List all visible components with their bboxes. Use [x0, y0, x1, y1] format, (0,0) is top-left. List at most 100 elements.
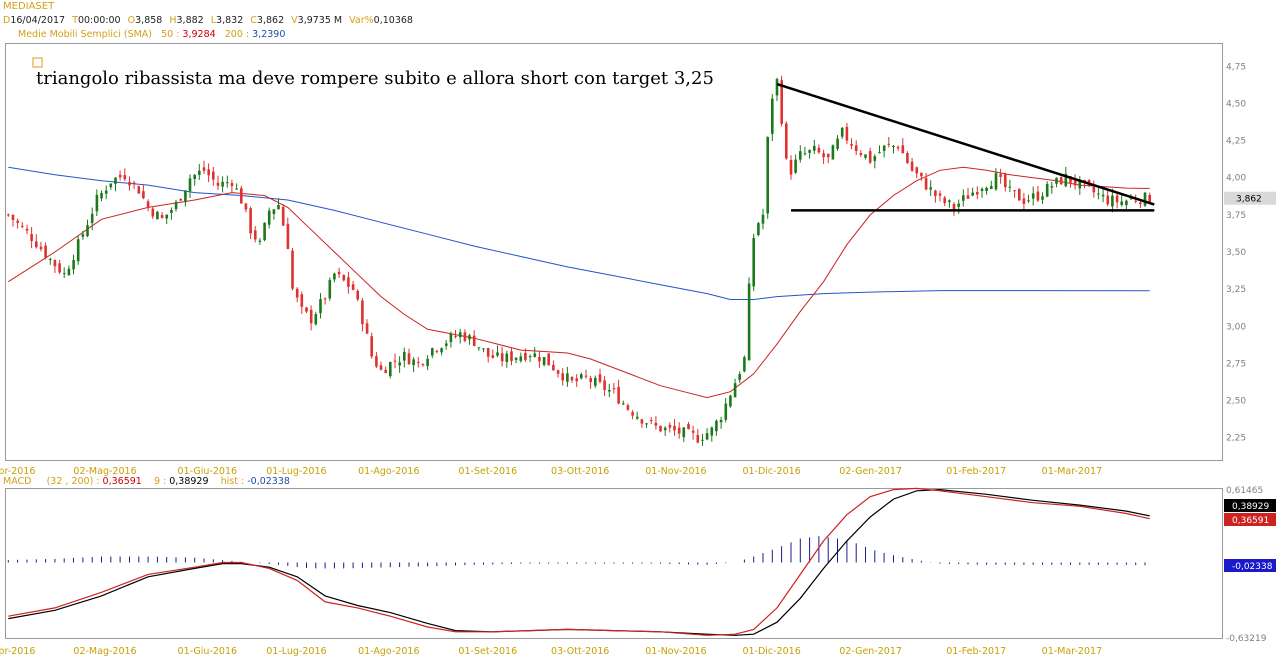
candle-body	[1022, 198, 1026, 204]
price-axis: 2,25 2,50 2,75 3,00 3,25 3,50 3,75 4,00 4,25 4,50…	[1226, 62, 1246, 443]
macd-badge-label: 0,36591	[1232, 516, 1269, 526]
candle-body	[347, 277, 350, 287]
candle-body	[426, 358, 429, 367]
candle-body	[188, 178, 192, 192]
candle-body	[142, 191, 145, 199]
candle-body	[496, 352, 499, 356]
ohlc-value: 3,9735 M	[297, 15, 343, 26]
symbol-title: MEDIASET	[3, 1, 55, 12]
candle-body	[342, 275, 346, 281]
price-tick-label: 3,00	[1226, 322, 1246, 332]
price-pane: triangolo ribassista ma deve rompere sub…	[5, 43, 1276, 461]
candle-body	[202, 167, 206, 171]
candle-body	[258, 240, 262, 242]
candle-body	[752, 238, 755, 287]
candle-body	[403, 351, 406, 361]
candle-body	[333, 273, 336, 280]
date-tick-label: 03-Ott-2016	[551, 646, 609, 657]
candle-body	[351, 284, 355, 290]
macd-badges: 0,38929 0,36591 -0,02338	[1224, 499, 1276, 572]
candle-body	[1004, 174, 1007, 188]
candle-body	[1129, 198, 1133, 200]
candle-body	[118, 174, 122, 178]
trendlines-layer	[776, 82, 1155, 212]
ohlc-value: 3,882	[176, 15, 204, 26]
candle-body	[412, 359, 415, 366]
date-tick-label: 01-Feb-2017	[946, 646, 1006, 657]
candle-body	[980, 188, 984, 191]
macd-pane: 0,61465 -0,63219 0,38929 0,36591 -0,02338	[5, 486, 1276, 644]
candle-body	[836, 138, 839, 149]
price-tick-label: 2,75	[1226, 359, 1246, 369]
candle-body	[174, 201, 178, 209]
candle-body	[1106, 195, 1110, 205]
candle-body	[962, 195, 965, 201]
date-tick-label: 01-Ago-2016	[358, 466, 419, 477]
candle-body	[584, 375, 588, 377]
candle-body	[580, 374, 583, 379]
date-tick-label: 01-Mar-2017	[1042, 646, 1102, 657]
candle-body	[868, 151, 872, 163]
candle-body	[873, 156, 877, 161]
candle-body	[286, 223, 290, 249]
candle-body	[76, 239, 80, 262]
candle-body	[859, 153, 863, 156]
candle-body	[705, 433, 709, 440]
candle-body	[319, 299, 322, 314]
candle-body	[463, 332, 467, 341]
candle-body	[356, 290, 359, 300]
candle-body	[929, 187, 932, 190]
candle-body	[519, 356, 523, 361]
candle-body	[431, 348, 434, 356]
candle-body	[915, 167, 919, 174]
date-tick-label: 01-Apr-2016	[0, 646, 35, 657]
price-tick-label: 2,25	[1226, 434, 1246, 444]
candle-body	[687, 424, 690, 430]
candle-body	[934, 190, 937, 196]
candle-body	[1041, 196, 1044, 200]
price-pane-border	[5, 43, 1223, 461]
candle-body	[631, 412, 634, 416]
ohlc-key: H	[169, 15, 177, 26]
candle-body	[733, 383, 737, 398]
candle-body	[747, 283, 751, 361]
candle-body	[170, 210, 173, 213]
candle-body	[976, 192, 979, 195]
macd-badge-box	[1224, 559, 1276, 572]
candle-body	[799, 151, 802, 160]
date-tick-label: 01-Apr-2016	[0, 466, 35, 477]
candle-body	[901, 145, 905, 154]
candle-body	[1059, 177, 1063, 185]
candle-body	[1078, 179, 1082, 189]
candle-body	[230, 183, 234, 186]
sma200-value: 3,2390	[252, 29, 286, 40]
candle-body	[393, 360, 397, 362]
macd-value: 0,36591	[102, 476, 142, 487]
candle-body	[361, 300, 364, 325]
candle-body	[16, 220, 19, 223]
candle-body	[943, 197, 946, 203]
date-tick-label: 01-Dic-2016	[742, 646, 800, 657]
candle-body	[1008, 186, 1012, 188]
ohlc-key: T	[72, 15, 78, 26]
ohlc-key: O	[127, 15, 136, 26]
candle-body	[151, 208, 155, 217]
candle-body	[1013, 190, 1016, 192]
candle-body	[785, 123, 788, 159]
date-tick-label: 01-Lug-2016	[266, 466, 326, 477]
candle-body	[44, 245, 47, 258]
candle-body	[840, 127, 844, 137]
candle-body	[878, 152, 881, 154]
candle-body	[1027, 200, 1030, 202]
date-tick-label: 01-Lug-2016	[266, 646, 326, 657]
candle-body	[971, 192, 974, 196]
macd-line	[8, 487, 1150, 636]
candle-body	[128, 181, 131, 186]
date-tick-label: 01-Dic-2016	[742, 466, 800, 477]
candle-body	[556, 370, 560, 374]
candle-body	[132, 182, 136, 184]
candle-body	[570, 377, 574, 381]
hist-label: hist	[220, 476, 238, 487]
price-tick-label: 3,25	[1226, 285, 1246, 295]
